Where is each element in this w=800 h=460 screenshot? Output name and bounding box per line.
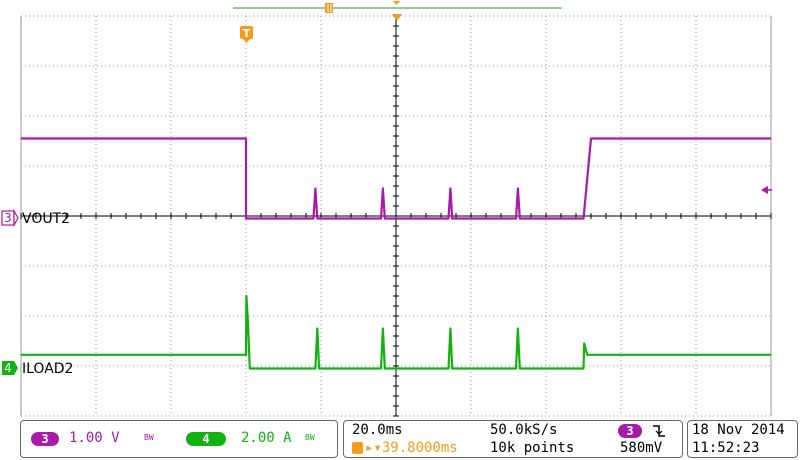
iload2-trace	[21, 294, 771, 370]
trigger-position-top-marker	[393, 1, 400, 5]
ch4-ground-marker: 4	[2, 361, 18, 375]
time: 11:52:23	[692, 440, 760, 456]
vout2-trace	[21, 137, 771, 220]
ch3-ground-marker: 3	[1, 208, 19, 228]
trigger-position-icon	[352, 442, 363, 454]
record-length: 10k points	[490, 440, 575, 456]
record-position-marker	[325, 3, 333, 13]
trigger-point-marker	[392, 14, 402, 21]
trigger-level: 580mV	[620, 440, 663, 456]
trigger-t-marker: T	[240, 26, 253, 43]
oscilloscope-display: T 3 VOUT2 4 ILOAD2	[1, 1, 772, 417]
svg-text:4: 4	[4, 361, 12, 375]
timebase-panel[interactable]: 20.0ms 50.0kS/s ▸▾39.8000ms 10k points 3…	[343, 420, 683, 458]
ch4-label: ILOAD2	[22, 361, 73, 377]
ch3-trigger-level-arrow	[761, 186, 772, 194]
svg-text:3: 3	[4, 211, 12, 225]
ch4-bandwidth-icon: BW	[305, 433, 315, 442]
ch3-badge[interactable]: 3	[31, 432, 59, 446]
channel-settings-panel[interactable]: 3 1.00 V BW 4 2.00 A BW	[20, 420, 338, 458]
falling-edge-icon	[653, 425, 665, 437]
ch3-label: VOUT2	[22, 211, 70, 227]
ch3-bandwidth-icon: BW	[144, 433, 154, 442]
date-time-panel: 18 Nov 2014 11:52:23	[687, 420, 798, 458]
date: 18 Nov 2014	[692, 422, 785, 438]
sample-rate: 50.0kS/s	[490, 422, 558, 438]
svg-text:T: T	[243, 27, 251, 40]
time-per-div: 20.0ms	[352, 422, 403, 438]
ch4-scale: 2.00 A	[241, 430, 292, 446]
ch3-scale: 1.00 V	[69, 430, 120, 446]
record-position-bar	[233, 1, 562, 21]
trigger-position-value: ▸▾39.8000ms	[365, 440, 458, 456]
ch4-badge[interactable]: 4	[186, 432, 226, 446]
trigger-source-badge[interactable]: 3	[618, 424, 642, 438]
graticule	[20, 15, 772, 417]
